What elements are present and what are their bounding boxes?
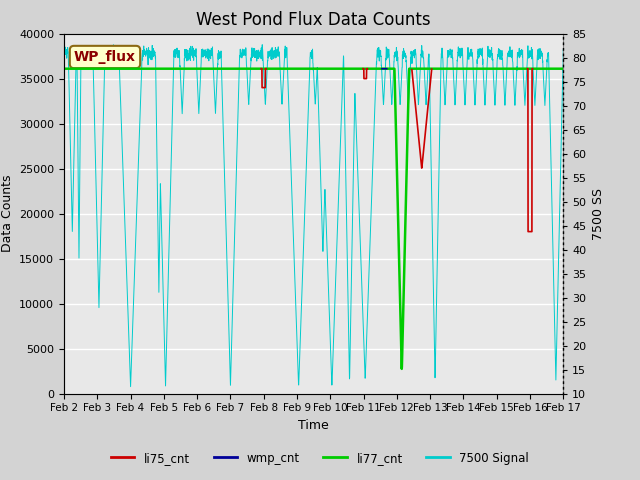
Text: WP_flux: WP_flux [74, 50, 136, 64]
Legend: li75_cnt, wmp_cnt, li77_cnt, 7500 Signal: li75_cnt, wmp_cnt, li77_cnt, 7500 Signal [106, 447, 534, 469]
X-axis label: Time: Time [298, 419, 329, 432]
Title: West Pond Flux Data Counts: West Pond Flux Data Counts [196, 11, 431, 29]
Y-axis label: 7500 SS: 7500 SS [592, 188, 605, 240]
Y-axis label: Data Counts: Data Counts [1, 175, 13, 252]
